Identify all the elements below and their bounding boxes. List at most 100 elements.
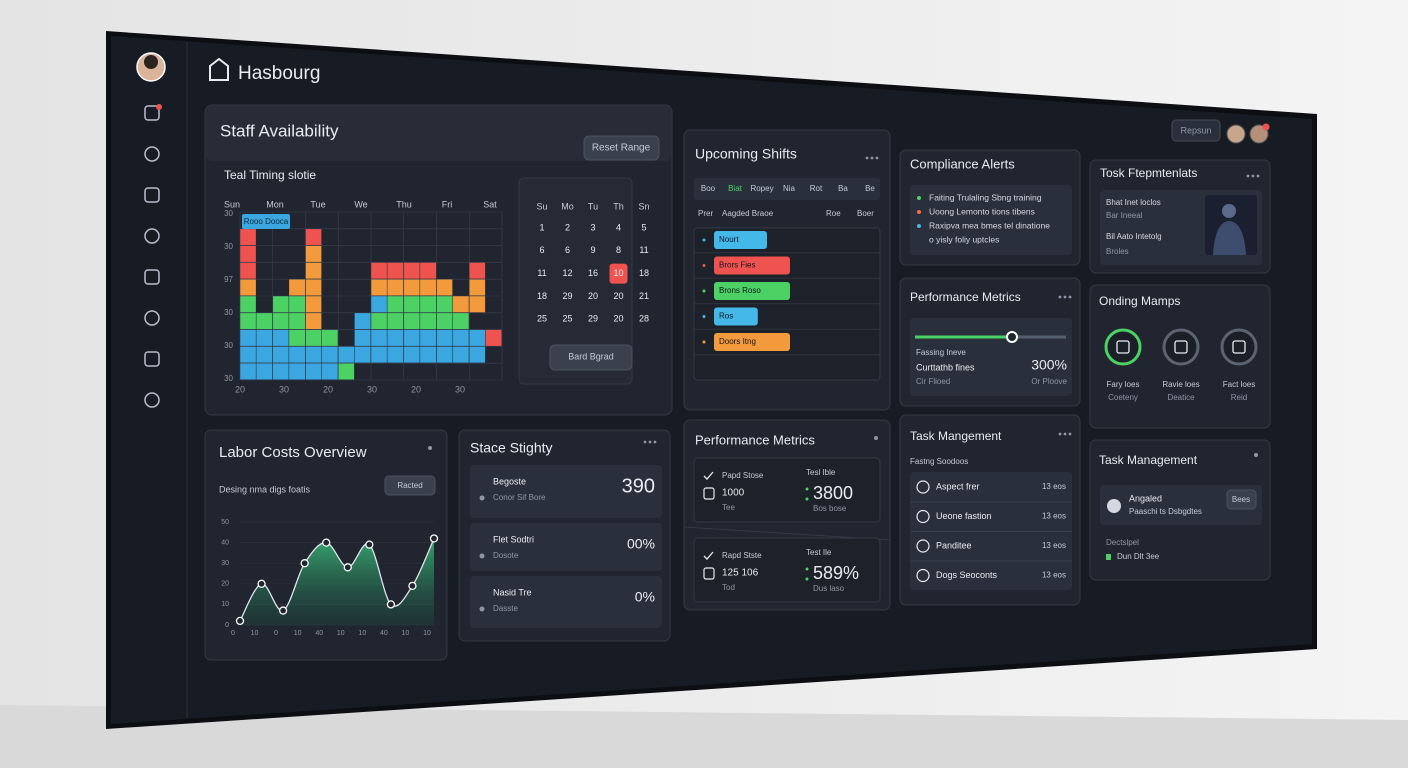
heat-cell — [420, 346, 436, 363]
stat-value: 390 — [622, 475, 655, 497]
menu-dot — [1063, 432, 1067, 436]
nav-badge — [156, 104, 162, 110]
heat-cell — [387, 312, 404, 330]
col-label: 20 — [323, 384, 333, 394]
calendar-day: 18 — [639, 268, 649, 278]
calendar-day: 25 — [537, 314, 547, 324]
calendar-day: 12 — [562, 268, 572, 278]
line — [239, 538, 435, 622]
calendar-today — [609, 263, 628, 284]
heat-cell — [420, 329, 436, 346]
progress-icon — [1116, 340, 1130, 354]
heat-cell — [452, 329, 469, 346]
metric-label: Curttathb fines — [916, 362, 975, 372]
heat-cell — [469, 279, 486, 296]
panel-title: Compliance Alerts — [910, 156, 1015, 171]
heat-cell — [469, 329, 486, 346]
subtitle: Fastng Soodoos — [910, 457, 968, 466]
panel-dot — [874, 436, 878, 440]
point — [429, 534, 439, 543]
calendar-day: 20 — [613, 314, 623, 324]
subtitle: Desing nma digs foatis — [219, 484, 311, 494]
menu-dot — [870, 156, 874, 160]
shift-label: Brons Roso — [719, 286, 761, 295]
heat-cell — [452, 312, 469, 330]
metric-dot — [805, 577, 809, 581]
y-tick-label: 30 — [221, 560, 229, 567]
task-value: 13 eos — [1042, 571, 1066, 580]
stat-name: Flet Sodtri — [493, 534, 534, 544]
progress-ring — [1104, 328, 1142, 366]
day-label: Mon — [266, 199, 284, 209]
day-label: Thu — [396, 199, 412, 209]
calendar-day: 21 — [639, 291, 649, 301]
heat-cell — [436, 312, 453, 330]
user-avatar — [1249, 124, 1269, 144]
metric-dot — [805, 497, 809, 501]
col-label: 30 — [455, 384, 465, 394]
requirement: Bhat Inet loclos — [1106, 198, 1161, 207]
heat-cell — [289, 329, 305, 346]
day-label: Sat — [483, 199, 497, 209]
heat-cell — [289, 296, 305, 313]
calendar-header: Tu — [588, 201, 598, 211]
heat-cell — [240, 262, 256, 279]
col-label: 20 — [411, 384, 421, 394]
menu-dot — [1256, 174, 1260, 178]
stat-dot — [479, 553, 485, 559]
coach-name: Ravie loes — [1162, 380, 1199, 389]
calendar-day: 16 — [588, 268, 598, 278]
x-tick-label: 10 — [402, 630, 410, 637]
heat-cell — [240, 329, 256, 346]
point — [300, 559, 309, 568]
metric-name: Rapd Stste — [722, 551, 762, 560]
metric-icon — [703, 487, 715, 500]
row-bullet — [702, 289, 706, 293]
tab: Biat — [728, 184, 743, 193]
col-label: 30 — [367, 384, 377, 394]
metric-card — [693, 457, 881, 523]
heat-cell — [469, 262, 486, 279]
calendar-header: Th — [613, 201, 624, 211]
day-label: We — [354, 199, 367, 209]
user-badge — [1262, 123, 1270, 131]
task-icon — [916, 568, 930, 583]
button — [1226, 489, 1257, 510]
coach-sub: Deatice — [1167, 393, 1195, 402]
photo-body — [1213, 221, 1246, 255]
stat-card — [470, 465, 662, 518]
metric-name: Papd Stose — [722, 471, 764, 480]
user-avatar — [1226, 124, 1246, 144]
chip — [242, 214, 290, 229]
heat-cell — [436, 296, 453, 313]
y-tick-label: 40 — [221, 539, 229, 546]
alert-dot — [917, 224, 921, 228]
heat-cell — [420, 312, 436, 330]
heat-cell — [240, 312, 256, 330]
row-bullet — [702, 340, 706, 344]
shift-label: Ros — [719, 312, 733, 321]
heat-cell — [354, 329, 371, 346]
progress-icon — [1174, 340, 1188, 354]
button-label: Bees — [1232, 495, 1250, 504]
status-dot — [1106, 554, 1111, 560]
task-name: Ueone fastion — [936, 511, 992, 521]
col-label: 30 — [279, 384, 289, 394]
alert-text: o yisly foliy uptcles — [929, 234, 999, 244]
x-tick-label: 10 — [358, 630, 366, 637]
floor — [0, 705, 1408, 768]
coach-name: Fary loes — [1107, 380, 1140, 389]
heat-cell — [436, 279, 453, 296]
heat-cell — [256, 312, 273, 330]
heat-cell — [321, 346, 338, 363]
shift-chip — [714, 231, 767, 249]
point — [365, 540, 374, 549]
button-label: Racted — [397, 481, 422, 490]
heat-cell — [403, 346, 420, 363]
button — [549, 344, 633, 371]
heat-cell — [272, 363, 289, 380]
calendar-day: 10 — [613, 268, 623, 278]
stat-sub: Conor Sif Bore — [493, 493, 546, 502]
metric-dot — [805, 567, 809, 571]
